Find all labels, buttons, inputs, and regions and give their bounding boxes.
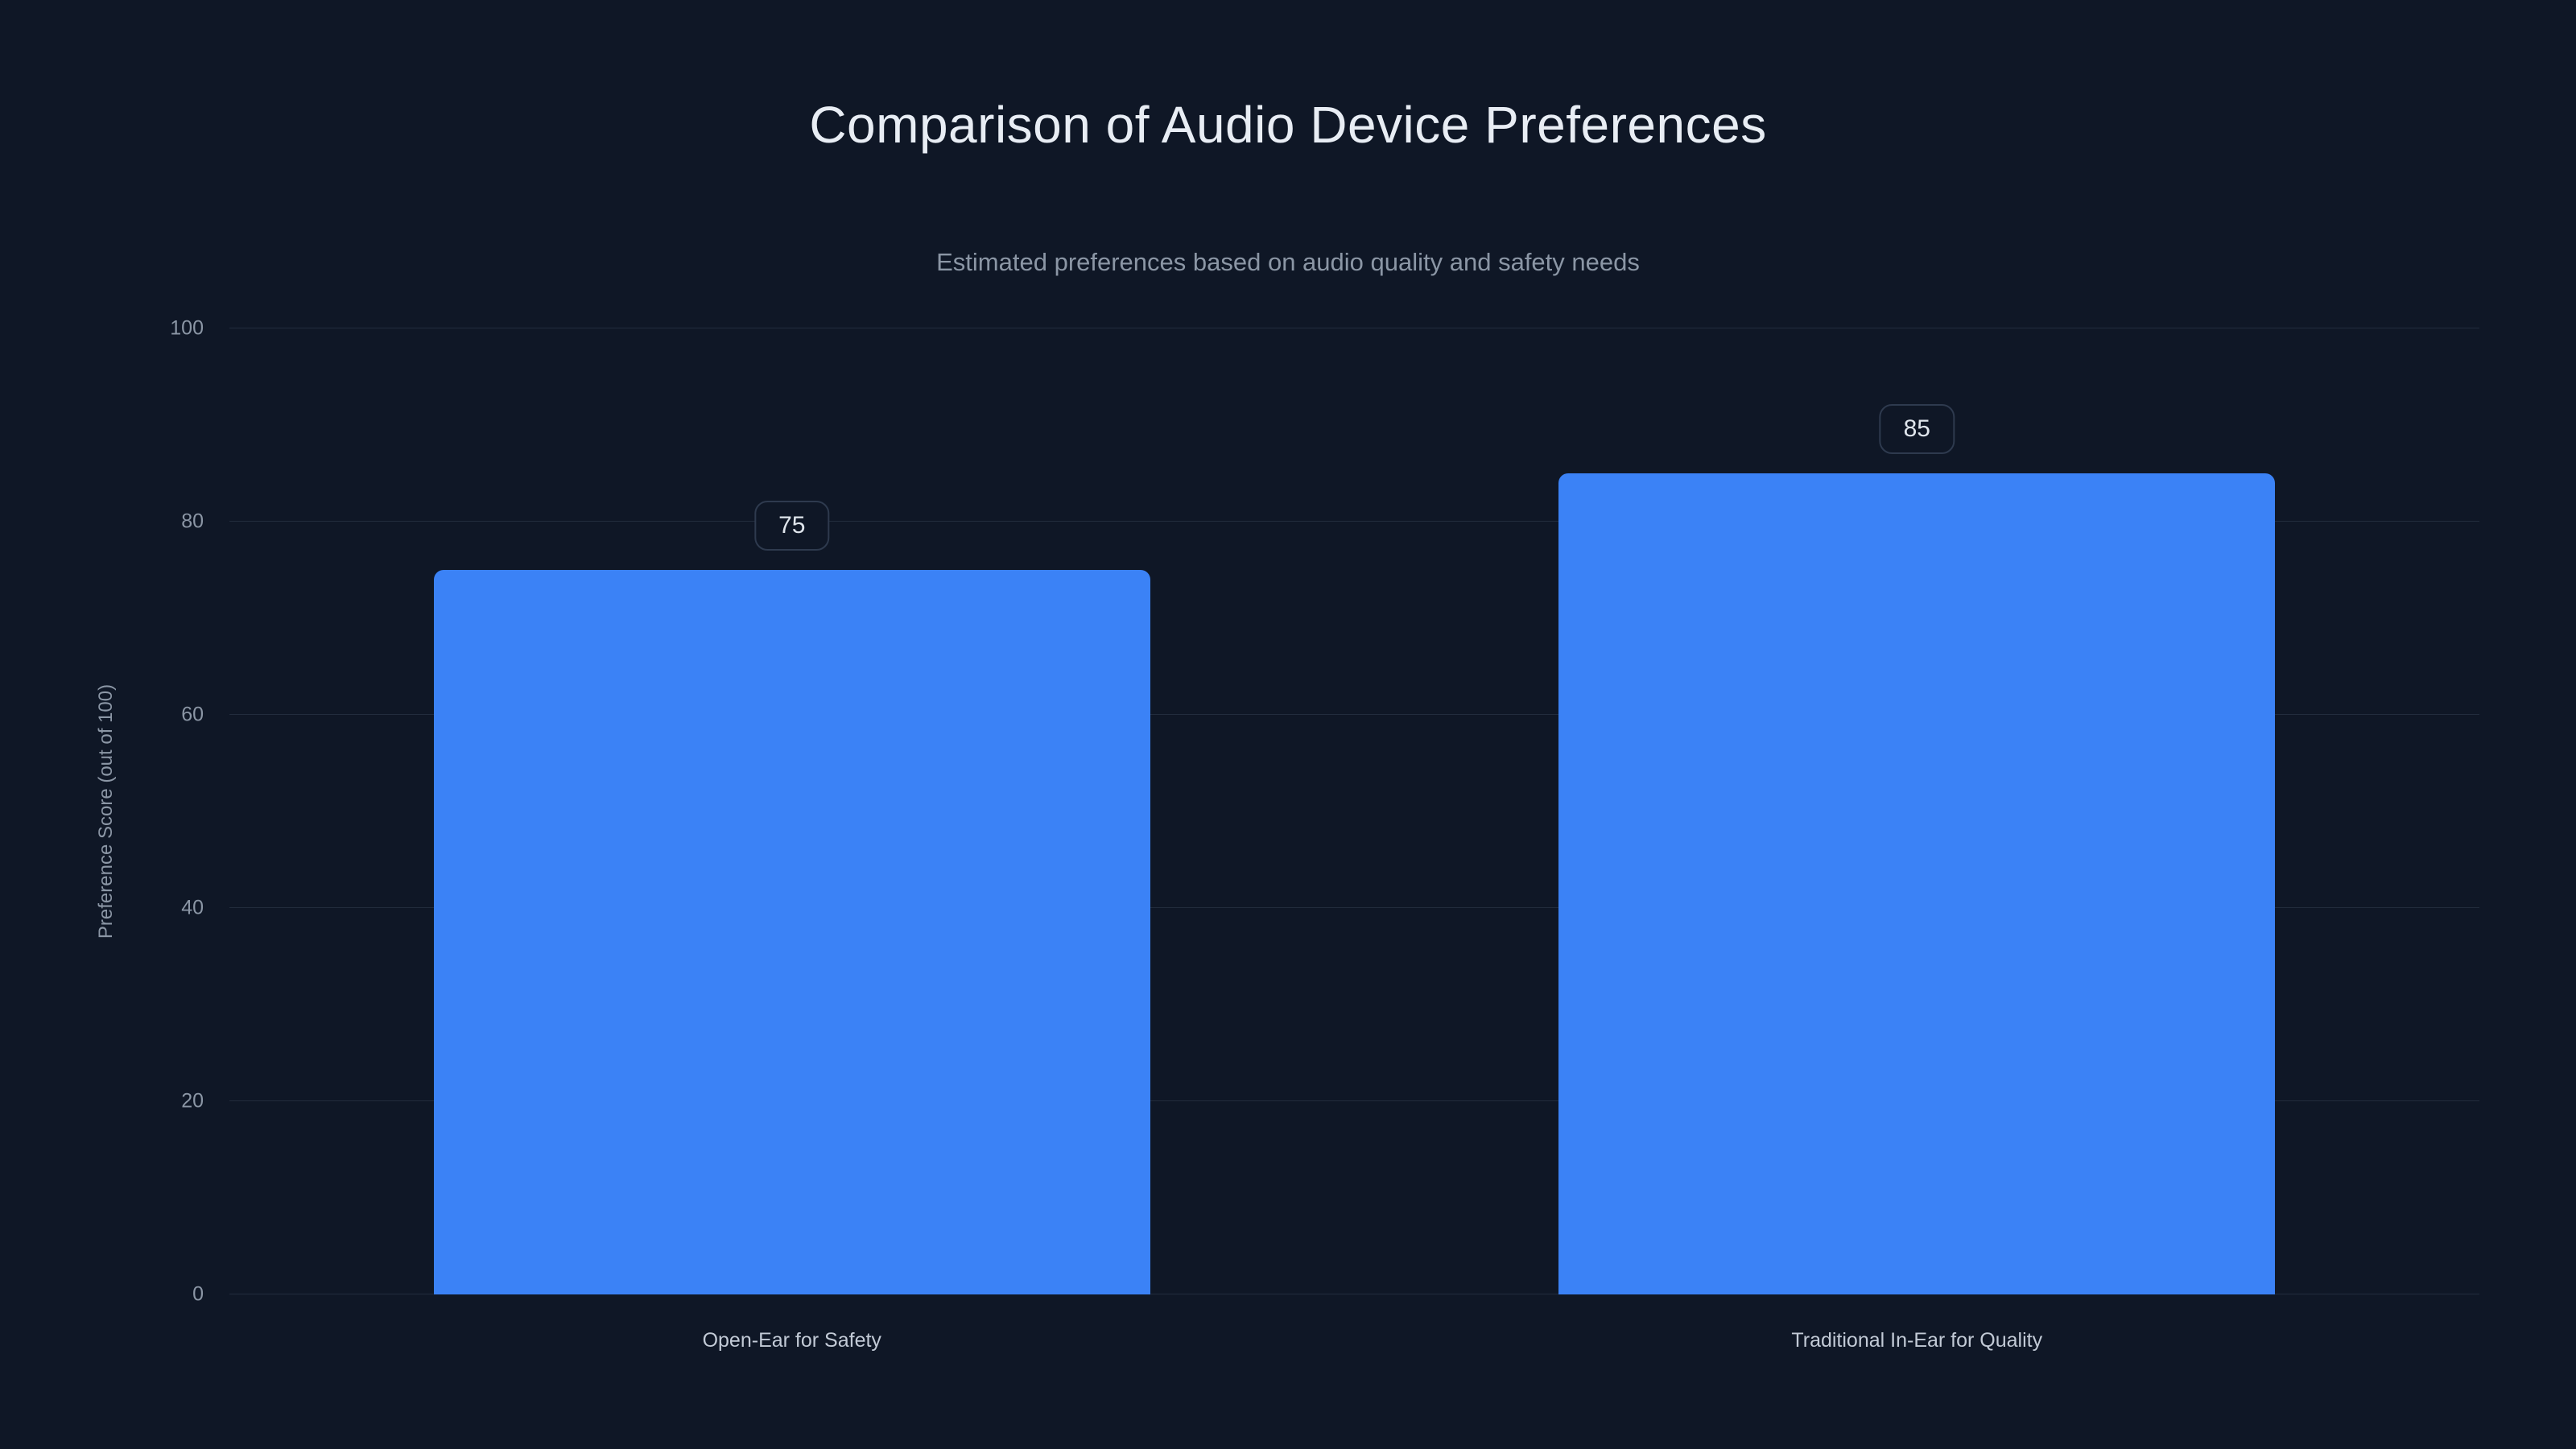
chart-subtitle: Estimated preferences based on audio qua… bbox=[936, 248, 1640, 276]
y-tick-label: 60 bbox=[181, 703, 204, 726]
y-tick-label: 40 bbox=[181, 896, 204, 919]
bar-0[interactable] bbox=[433, 570, 1150, 1294]
plot-area: 0 20 40 60 80 100 75 Open-Ear for Safety 85 Tradi… bbox=[170, 317, 2479, 1352]
x-category-label-1: Traditional In-Ear for Quality bbox=[1791, 1329, 2043, 1352]
value-label-1: 85 bbox=[1879, 404, 1955, 454]
gridline bbox=[229, 521, 2479, 522]
gridline bbox=[229, 1100, 2479, 1101]
y-tick-label: 0 bbox=[192, 1282, 204, 1306]
gridline bbox=[229, 907, 2479, 908]
y-axis-title: Preference Score (out of 100) bbox=[95, 683, 117, 939]
y-tick-label: 20 bbox=[181, 1089, 204, 1113]
bar-1[interactable] bbox=[1558, 473, 2276, 1294]
gridline bbox=[229, 714, 2479, 715]
value-label-0: 75 bbox=[754, 501, 830, 551]
chart-title: Comparison of Audio Device Preferences bbox=[809, 96, 1767, 154]
y-tick-label: 80 bbox=[181, 510, 204, 533]
y-tick-label: 100 bbox=[170, 316, 204, 340]
x-category-label-0: Open-Ear for Safety bbox=[702, 1329, 881, 1352]
